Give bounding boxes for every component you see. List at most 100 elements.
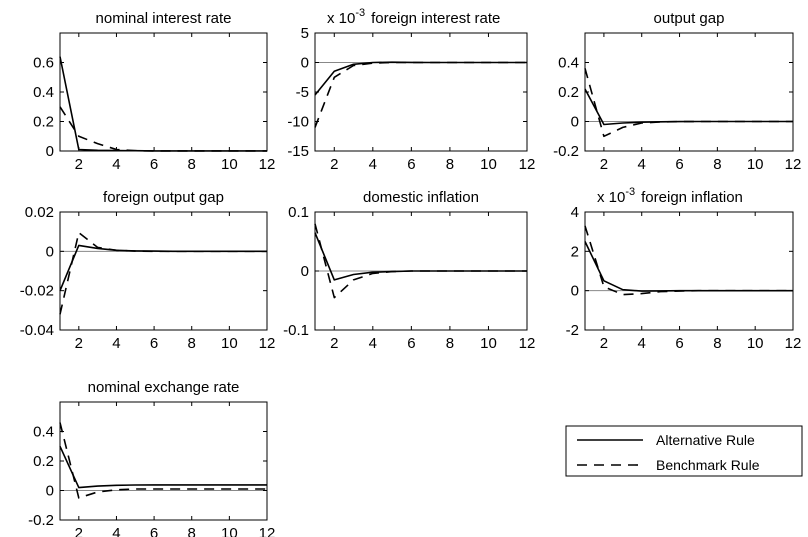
y-tick-label: 0 [46, 243, 54, 260]
x-tick-label: 2 [75, 335, 83, 352]
y-tick-label: -10 [287, 114, 309, 131]
panel-6: 2 4 6 8 10 12 -2 0 2 4 x 10-3 foreign inflation [566, 186, 802, 352]
panel-title: foreign output gap [103, 189, 224, 206]
x-tick-label: 10 [221, 156, 238, 173]
panel-title-text: foreign inflation [641, 189, 743, 206]
y-tick-label: 0 [571, 283, 579, 300]
panel-title: output gap [654, 10, 725, 27]
scale-label: x 10 [327, 10, 355, 27]
scale-exponent: -3 [625, 186, 635, 198]
y-tick-label: -2 [566, 322, 579, 339]
y-tick-label: 0.4 [33, 424, 54, 441]
x-tick-label: 2 [600, 335, 608, 352]
legend-box [565, 425, 803, 477]
x-tick-label: 8 [713, 335, 721, 352]
y-tick-label: 0.02 [25, 204, 54, 221]
legend-label-benchmark: Benchmark Rule [656, 457, 760, 473]
panel-title: x 10-3 foreign interest rate [327, 7, 500, 27]
x-tick-label: 10 [221, 525, 238, 537]
panel-5: 2 4 6 8 10 12 -0.1 0 0.1 domestic inflation [283, 189, 535, 352]
panel-title: domestic inflation [363, 189, 479, 206]
panel-1: 2 4 6 8 10 12 0 0.2 0.4 0.6 nominal interest rate [33, 10, 275, 173]
y-tick-label: 0 [301, 263, 309, 280]
y-tick-label: -0.04 [20, 322, 54, 339]
x-tick-label: 10 [221, 335, 238, 352]
series-benchmark-rule [59, 106, 267, 152]
x-tick-label: 6 [150, 525, 158, 537]
x-tick-label: 6 [675, 156, 683, 173]
series-benchmark-rule [584, 68, 793, 138]
plot-frame [584, 32, 794, 152]
series-benchmark-rule [59, 422, 267, 499]
y-tick-label: -15 [287, 143, 309, 160]
x-tick-label: 8 [446, 156, 454, 173]
x-tick-label: 12 [259, 156, 276, 173]
x-tick-label: 10 [747, 156, 764, 173]
x-tick-label: 6 [150, 156, 158, 173]
scale-label: x 10 [597, 189, 625, 206]
y-tick-label: 0.1 [288, 204, 309, 221]
x-tick-label: 12 [785, 335, 802, 352]
y-tick-label: 0 [46, 483, 54, 500]
y-tick-label: -0.1 [283, 322, 309, 339]
plot-frame [314, 32, 528, 152]
x-tick-label: 4 [112, 335, 120, 352]
x-tick-label: 2 [330, 156, 338, 173]
panel-7: 2 4 6 8 10 12 -0.2 0 0.2 0.4 nominal exchange rate [28, 379, 275, 537]
plot-frame [59, 32, 268, 152]
x-tick-label: 8 [188, 335, 196, 352]
x-tick-label: 10 [747, 335, 764, 352]
x-tick-label: 4 [112, 525, 120, 537]
x-tick-label: 8 [188, 156, 196, 173]
x-tick-label: 12 [519, 335, 536, 352]
y-tick-label: 5 [301, 25, 309, 42]
x-tick-label: 6 [675, 335, 683, 352]
panel-title: nominal interest rate [96, 10, 232, 27]
x-tick-label: 4 [638, 156, 646, 173]
series-benchmark-rule [314, 61, 527, 128]
y-tick-label: 4 [571, 204, 579, 221]
x-tick-label: 4 [638, 335, 646, 352]
x-tick-label: 6 [407, 335, 415, 352]
y-tick-label: 0 [46, 143, 54, 160]
scale-exponent: -3 [355, 7, 365, 19]
y-tick-label: -0.2 [553, 143, 579, 160]
x-tick-label: 2 [600, 156, 608, 173]
legend-label-alternative: Alternative Rule [656, 432, 755, 448]
panel-title: x 10-3 foreign inflation [597, 186, 743, 206]
x-tick-label: 10 [480, 335, 497, 352]
x-tick-label: 4 [369, 156, 377, 173]
y-tick-label: 0.4 [558, 55, 579, 72]
x-tick-label: 6 [407, 156, 415, 173]
panel-3: 2 4 6 8 10 12 -0.2 0 0.2 0.4 output gap [553, 10, 801, 173]
panel-4: 2 4 6 8 10 12 -0.04 -0.02 0 0.02 foreign output ga… [20, 189, 276, 352]
series-benchmark-rule [314, 223, 527, 299]
x-tick-label: 2 [330, 335, 338, 352]
x-tick-label: 8 [446, 335, 454, 352]
plot-frame [584, 211, 794, 331]
plot-frame [59, 401, 268, 521]
series-alternative-rule [59, 445, 267, 489]
y-tick-label: 0 [571, 114, 579, 131]
y-tick-label: 2 [571, 243, 579, 260]
x-tick-label: 12 [259, 335, 276, 352]
y-tick-label: 0.2 [558, 84, 579, 101]
x-tick-label: 12 [785, 156, 802, 173]
y-tick-label: -0.02 [20, 283, 54, 300]
y-tick-label: 0.2 [33, 453, 54, 470]
y-tick-label: -0.2 [28, 512, 54, 529]
x-tick-label: 10 [480, 156, 497, 173]
series-benchmark-rule [59, 231, 267, 315]
series-alternative-rule [584, 241, 793, 292]
x-tick-label: 2 [75, 156, 83, 173]
x-tick-label: 12 [259, 525, 276, 537]
panel-title: nominal exchange rate [88, 379, 240, 396]
y-tick-label: 0.4 [33, 84, 54, 101]
y-tick-label: -5 [296, 84, 309, 101]
x-tick-label: 8 [713, 156, 721, 173]
x-tick-label: 8 [188, 525, 196, 537]
x-tick-label: 12 [519, 156, 536, 173]
y-tick-label: 0.2 [33, 114, 54, 131]
